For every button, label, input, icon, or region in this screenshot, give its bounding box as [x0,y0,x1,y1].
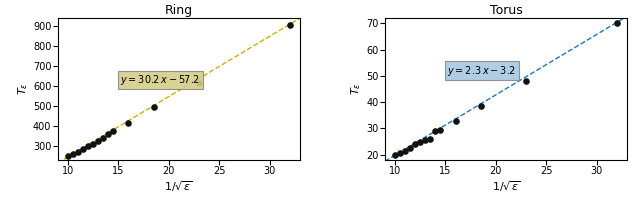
Point [476,104,486,108]
Point [435,128,445,131]
Point [390,153,400,156]
Title: Torus: Torus [490,4,522,17]
X-axis label: $1/\sqrt{\varepsilon}$: $1/\sqrt{\varepsilon}$ [164,179,193,194]
Point [77,147,88,151]
Point [103,133,113,136]
Point [415,140,426,143]
Point [83,144,93,148]
Title: Ring: Ring [164,4,193,17]
Point [123,121,133,125]
Point [612,22,622,25]
Point [430,129,440,133]
Point [420,139,430,142]
Point [405,147,415,150]
Point [400,149,410,152]
Point [63,155,73,158]
Point [68,153,78,156]
Point [148,105,159,109]
Text: $y = 2.3\,x - 3.2$: $y = 2.3\,x - 3.2$ [447,64,516,78]
Point [410,143,420,146]
Point [73,150,83,153]
Point [451,119,461,122]
Point [194,81,204,85]
Point [108,129,118,133]
Text: $y = 30.2\,x - 57.2$: $y = 30.2\,x - 57.2$ [120,73,200,87]
Point [93,139,103,143]
Point [395,152,405,155]
Point [285,23,295,27]
Y-axis label: $T_\varepsilon$: $T_\varepsilon$ [16,83,30,95]
Point [521,80,531,83]
Y-axis label: $T_\varepsilon$: $T_\varepsilon$ [349,83,364,95]
Point [88,142,98,146]
Point [98,136,108,140]
Point [425,137,435,141]
X-axis label: $1/\sqrt{\varepsilon}$: $1/\sqrt{\varepsilon}$ [492,179,520,194]
